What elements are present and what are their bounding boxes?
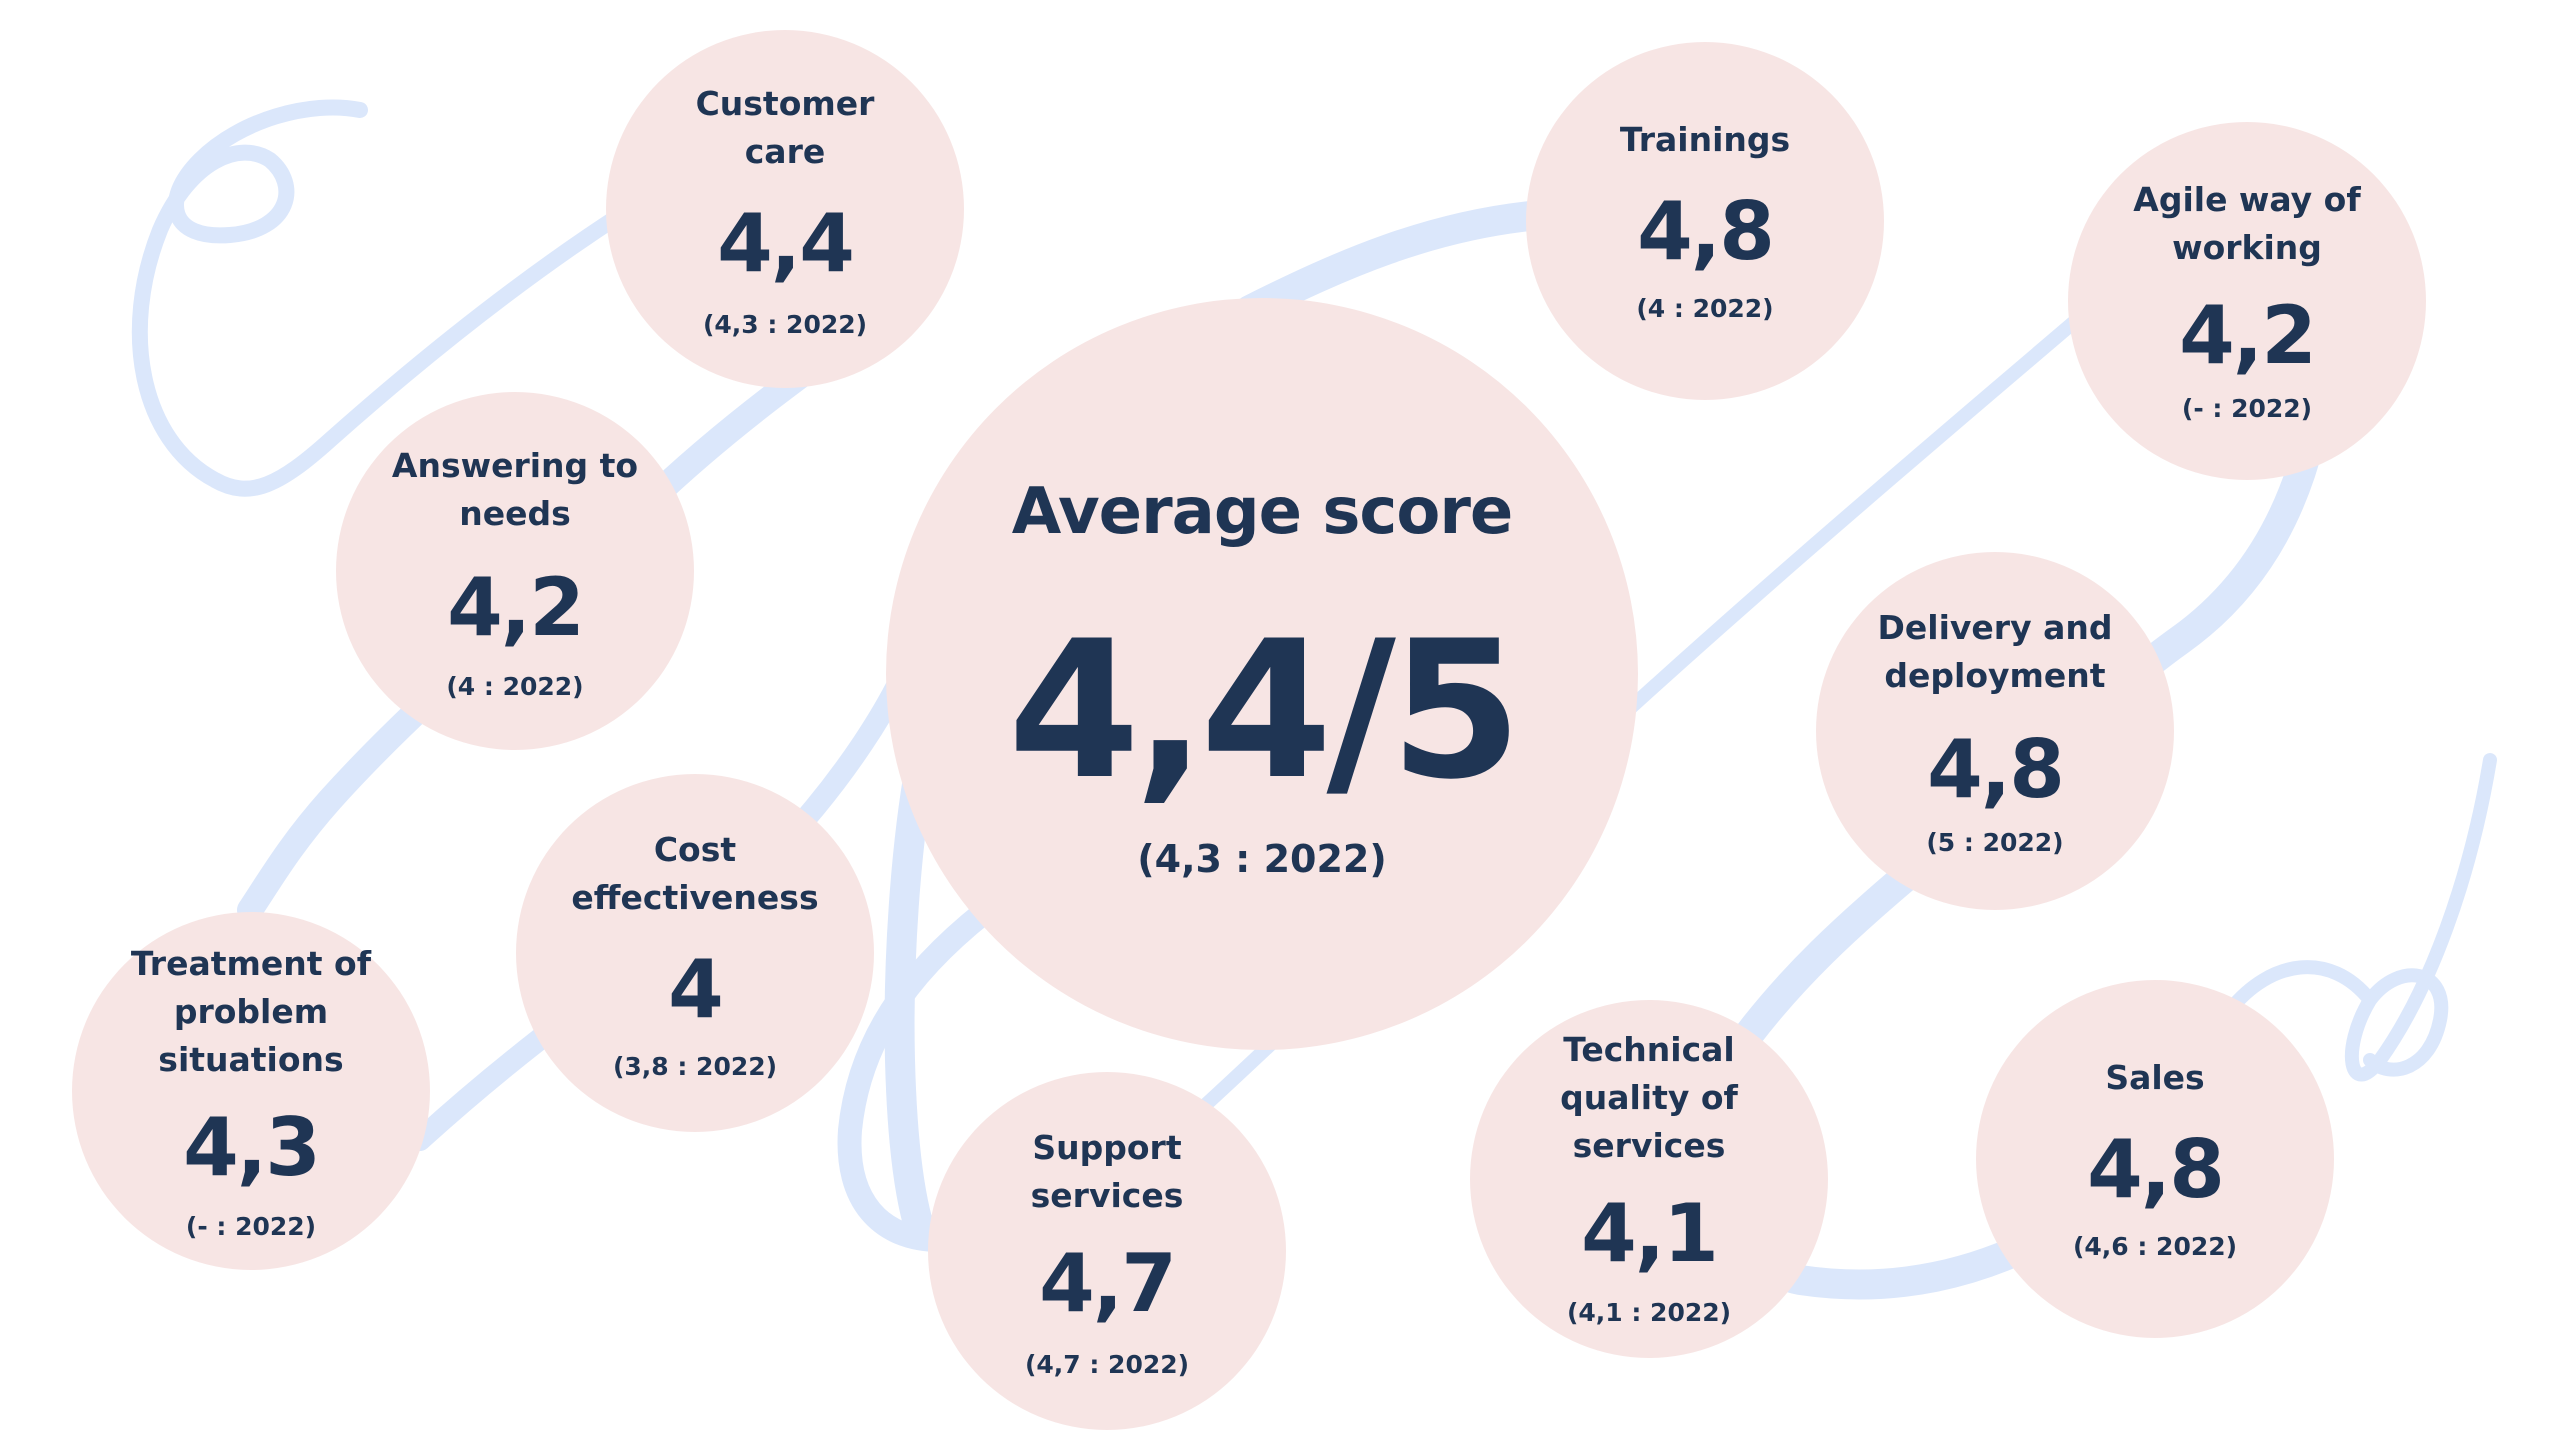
bubble-label: Cost effectiveness xyxy=(571,830,819,917)
bubble-previous: (4,7 : 2022) xyxy=(1024,1350,1190,1379)
bubble-previous: (5 : 2022) xyxy=(1926,828,2064,857)
average-score-previous: (4,3 : 2022) xyxy=(1137,837,1387,881)
bubble-label: Technical quality of services xyxy=(1560,1030,1738,1165)
bubble-score: 4,2 xyxy=(2179,289,2317,382)
bubble-previous: (4,1 : 2022) xyxy=(1566,1298,1732,1327)
bubble-label: Sales xyxy=(2105,1058,2205,1097)
bubble-previous: (4,6 : 2022) xyxy=(2072,1232,2238,1261)
bubble-previous: (- : 2022) xyxy=(2181,394,2313,423)
ribbon-center-lower xyxy=(837,888,1012,1252)
bubble-score: 4,1 xyxy=(1581,1187,1719,1280)
bubble-previous: (- : 2022) xyxy=(185,1212,317,1241)
answering-to-needs-bubble: Answering to needs 4,2 (4 : 2022) xyxy=(336,392,694,750)
bubble-score: 4,3 xyxy=(183,1101,321,1194)
bubble-score: 4,2 xyxy=(447,561,585,654)
bubble-score: 4,8 xyxy=(2087,1123,2225,1216)
bubble-previous: (4 : 2022) xyxy=(446,672,584,701)
bubble-label: Delivery and deployment xyxy=(1877,608,2113,695)
delivery-and-deployment-bubble: Delivery and deployment 4,8 (5 : 2022) xyxy=(1816,552,2174,910)
bubble-score: 4,8 xyxy=(1637,185,1775,278)
bubble-label: Trainings xyxy=(1619,120,1791,159)
bubble-previous: (4 : 2022) xyxy=(1636,294,1774,323)
agile-way-of-working-bubble: Agile way of working 4,2 (- : 2022) xyxy=(2068,122,2426,480)
sales-bubble: Sales 4,8 (4,6 : 2022) xyxy=(1976,980,2334,1338)
support-services-bubble: Support services 4,7 (4,7 : 2022) xyxy=(928,1072,1286,1430)
bubble-label: Support services xyxy=(1030,1128,1184,1215)
bubble-label: Treatment of problem situations xyxy=(130,944,372,1079)
treatment-of-problem-situations-bubble: Treatment of problem situations 4,3 (- :… xyxy=(72,912,430,1270)
bubble-score: 4,7 xyxy=(1039,1237,1177,1330)
ribbon-right-swoop xyxy=(1696,425,2325,1300)
cost-effectiveness-bubble: Cost effectiveness 4 (3,8 : 2022) xyxy=(516,774,874,1132)
bubble-label: Customer care xyxy=(695,84,875,171)
bubble-score: 4,8 xyxy=(1927,723,2065,816)
technical-quality-of-services-bubble: Technical quality of services 4,1 (4,1 :… xyxy=(1470,1000,1828,1358)
bubble-label: Answering to needs xyxy=(391,446,639,533)
bubble-label: Agile way of working xyxy=(2133,180,2361,267)
average-score-value: 4,4/5 xyxy=(1007,600,1522,821)
ribbon-curl-bottom-right xyxy=(2223,753,2497,1082)
bubble-previous: (3,8 : 2022) xyxy=(612,1052,778,1081)
bubble-previous: (4,3 : 2022) xyxy=(702,310,868,339)
trainings-bubble: Trainings 4,8 (4 : 2022) xyxy=(1526,42,1884,400)
average-score-bubble: Average score 4,4/5 (4,3 : 2022) xyxy=(886,298,1638,1050)
average-score-label: Average score xyxy=(1011,475,1514,549)
customer-care-bubble: Customer care 4,4 (4,3 : 2022) xyxy=(606,30,964,388)
ribbon-loop-top-left xyxy=(131,99,628,497)
bubble-score: 4 xyxy=(668,943,724,1036)
bubble-score: 4,4 xyxy=(717,197,855,290)
